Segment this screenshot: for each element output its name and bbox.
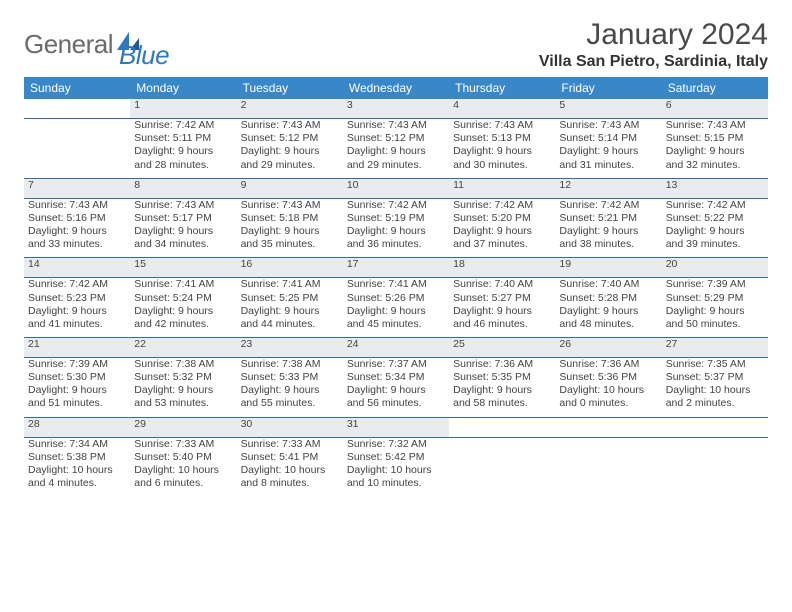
- day-number-cell: 27: [662, 337, 768, 357]
- day-info-cell: [449, 437, 555, 496]
- day-info-cell: Sunrise: 7:33 AM Sunset: 5:40 PM Dayligh…: [130, 437, 236, 496]
- day-number-cell: 28: [24, 417, 130, 437]
- day-info-cell: Sunrise: 7:43 AM Sunset: 5:12 PM Dayligh…: [237, 119, 343, 179]
- day-number-cell: 21: [24, 337, 130, 357]
- day-info-cell: Sunrise: 7:39 AM Sunset: 5:30 PM Dayligh…: [24, 358, 130, 418]
- day-info-cell: Sunrise: 7:43 AM Sunset: 5:13 PM Dayligh…: [449, 119, 555, 179]
- calendar-header-row: Sunday Monday Tuesday Wednesday Thursday…: [24, 77, 768, 99]
- day-number-cell: 5: [555, 99, 661, 119]
- day-info-cell: Sunrise: 7:41 AM Sunset: 5:26 PM Dayligh…: [343, 278, 449, 338]
- page-header: General Blue January 2024 Villa San Piet…: [24, 18, 768, 71]
- day-info-cell: Sunrise: 7:37 AM Sunset: 5:34 PM Dayligh…: [343, 358, 449, 418]
- day-number-cell: [449, 417, 555, 437]
- month-title: January 2024: [539, 18, 768, 51]
- day-info-cell: Sunrise: 7:42 AM Sunset: 5:23 PM Dayligh…: [24, 278, 130, 338]
- day-number-cell: 26: [555, 337, 661, 357]
- weekday-header: Thursday: [449, 77, 555, 99]
- calendar-body: 123456Sunrise: 7:42 AM Sunset: 5:11 PM D…: [24, 99, 768, 496]
- weekday-header: Wednesday: [343, 77, 449, 99]
- weekday-header: Saturday: [662, 77, 768, 99]
- day-number-cell: 19: [555, 258, 661, 278]
- day-number-cell: 1: [130, 99, 236, 119]
- day-info-cell: Sunrise: 7:33 AM Sunset: 5:41 PM Dayligh…: [237, 437, 343, 496]
- day-number-cell: 25: [449, 337, 555, 357]
- weekday-header: Tuesday: [237, 77, 343, 99]
- day-info-cell: [24, 119, 130, 179]
- day-number-cell: [555, 417, 661, 437]
- day-number-cell: 10: [343, 178, 449, 198]
- day-info-cell: Sunrise: 7:36 AM Sunset: 5:35 PM Dayligh…: [449, 358, 555, 418]
- day-number-cell: 22: [130, 337, 236, 357]
- day-number-cell: 8: [130, 178, 236, 198]
- day-info-cell: Sunrise: 7:41 AM Sunset: 5:25 PM Dayligh…: [237, 278, 343, 338]
- brand-logo: General Blue: [24, 18, 169, 71]
- day-info-cell: Sunrise: 7:36 AM Sunset: 5:36 PM Dayligh…: [555, 358, 661, 418]
- location-label: Villa San Pietro, Sardinia, Italy: [539, 53, 768, 71]
- day-number-cell: [24, 99, 130, 119]
- weekday-header: Sunday: [24, 77, 130, 99]
- day-info-cell: Sunrise: 7:43 AM Sunset: 5:17 PM Dayligh…: [130, 198, 236, 258]
- weekday-header: Monday: [130, 77, 236, 99]
- day-info-cell: Sunrise: 7:32 AM Sunset: 5:42 PM Dayligh…: [343, 437, 449, 496]
- daynum-row: 28293031: [24, 417, 768, 437]
- daynum-row: 78910111213: [24, 178, 768, 198]
- daynum-row: 21222324252627: [24, 337, 768, 357]
- day-number-cell: 12: [555, 178, 661, 198]
- day-number-cell: 11: [449, 178, 555, 198]
- day-number-cell: 15: [130, 258, 236, 278]
- day-number-cell: 31: [343, 417, 449, 437]
- day-info-row: Sunrise: 7:42 AM Sunset: 5:23 PM Dayligh…: [24, 278, 768, 338]
- day-info-cell: Sunrise: 7:41 AM Sunset: 5:24 PM Dayligh…: [130, 278, 236, 338]
- day-info-cell: Sunrise: 7:38 AM Sunset: 5:33 PM Dayligh…: [237, 358, 343, 418]
- day-info-cell: Sunrise: 7:42 AM Sunset: 5:20 PM Dayligh…: [449, 198, 555, 258]
- day-info-cell: Sunrise: 7:42 AM Sunset: 5:21 PM Dayligh…: [555, 198, 661, 258]
- day-info-cell: Sunrise: 7:42 AM Sunset: 5:19 PM Dayligh…: [343, 198, 449, 258]
- day-info-cell: Sunrise: 7:40 AM Sunset: 5:28 PM Dayligh…: [555, 278, 661, 338]
- daynum-row: 14151617181920: [24, 258, 768, 278]
- day-info-row: Sunrise: 7:39 AM Sunset: 5:30 PM Dayligh…: [24, 358, 768, 418]
- day-number-cell: 20: [662, 258, 768, 278]
- title-block: January 2024 Villa San Pietro, Sardinia,…: [539, 18, 768, 71]
- day-number-cell: 24: [343, 337, 449, 357]
- day-info-row: Sunrise: 7:43 AM Sunset: 5:16 PM Dayligh…: [24, 198, 768, 258]
- day-info-row: Sunrise: 7:42 AM Sunset: 5:11 PM Dayligh…: [24, 119, 768, 179]
- day-info-cell: Sunrise: 7:34 AM Sunset: 5:38 PM Dayligh…: [24, 437, 130, 496]
- day-number-cell: 6: [662, 99, 768, 119]
- brand-name-a: General: [24, 29, 113, 60]
- day-info-cell: Sunrise: 7:35 AM Sunset: 5:37 PM Dayligh…: [662, 358, 768, 418]
- day-number-cell: 18: [449, 258, 555, 278]
- day-info-cell: [555, 437, 661, 496]
- day-number-cell: 13: [662, 178, 768, 198]
- day-number-cell: 9: [237, 178, 343, 198]
- day-info-cell: Sunrise: 7:42 AM Sunset: 5:11 PM Dayligh…: [130, 119, 236, 179]
- day-number-cell: 2: [237, 99, 343, 119]
- day-number-cell: 16: [237, 258, 343, 278]
- day-number-cell: 3: [343, 99, 449, 119]
- day-info-cell: Sunrise: 7:43 AM Sunset: 5:16 PM Dayligh…: [24, 198, 130, 258]
- weekday-header: Friday: [555, 77, 661, 99]
- day-info-cell: Sunrise: 7:40 AM Sunset: 5:27 PM Dayligh…: [449, 278, 555, 338]
- day-number-cell: 14: [24, 258, 130, 278]
- day-info-cell: Sunrise: 7:43 AM Sunset: 5:15 PM Dayligh…: [662, 119, 768, 179]
- daynum-row: 123456: [24, 99, 768, 119]
- day-number-cell: 29: [130, 417, 236, 437]
- day-info-cell: Sunrise: 7:43 AM Sunset: 5:12 PM Dayligh…: [343, 119, 449, 179]
- day-info-cell: Sunrise: 7:39 AM Sunset: 5:29 PM Dayligh…: [662, 278, 768, 338]
- day-number-cell: [662, 417, 768, 437]
- day-info-cell: Sunrise: 7:38 AM Sunset: 5:32 PM Dayligh…: [130, 358, 236, 418]
- day-number-cell: 30: [237, 417, 343, 437]
- calendar-table: Sunday Monday Tuesday Wednesday Thursday…: [24, 77, 768, 496]
- brand-name-b: Blue: [119, 40, 169, 70]
- day-info-cell: Sunrise: 7:42 AM Sunset: 5:22 PM Dayligh…: [662, 198, 768, 258]
- day-number-cell: 23: [237, 337, 343, 357]
- calendar-page: General Blue January 2024 Villa San Piet…: [0, 0, 792, 510]
- day-info-cell: Sunrise: 7:43 AM Sunset: 5:18 PM Dayligh…: [237, 198, 343, 258]
- day-number-cell: 17: [343, 258, 449, 278]
- day-number-cell: 7: [24, 178, 130, 198]
- day-info-cell: [662, 437, 768, 496]
- day-number-cell: 4: [449, 99, 555, 119]
- day-info-cell: Sunrise: 7:43 AM Sunset: 5:14 PM Dayligh…: [555, 119, 661, 179]
- day-info-row: Sunrise: 7:34 AM Sunset: 5:38 PM Dayligh…: [24, 437, 768, 496]
